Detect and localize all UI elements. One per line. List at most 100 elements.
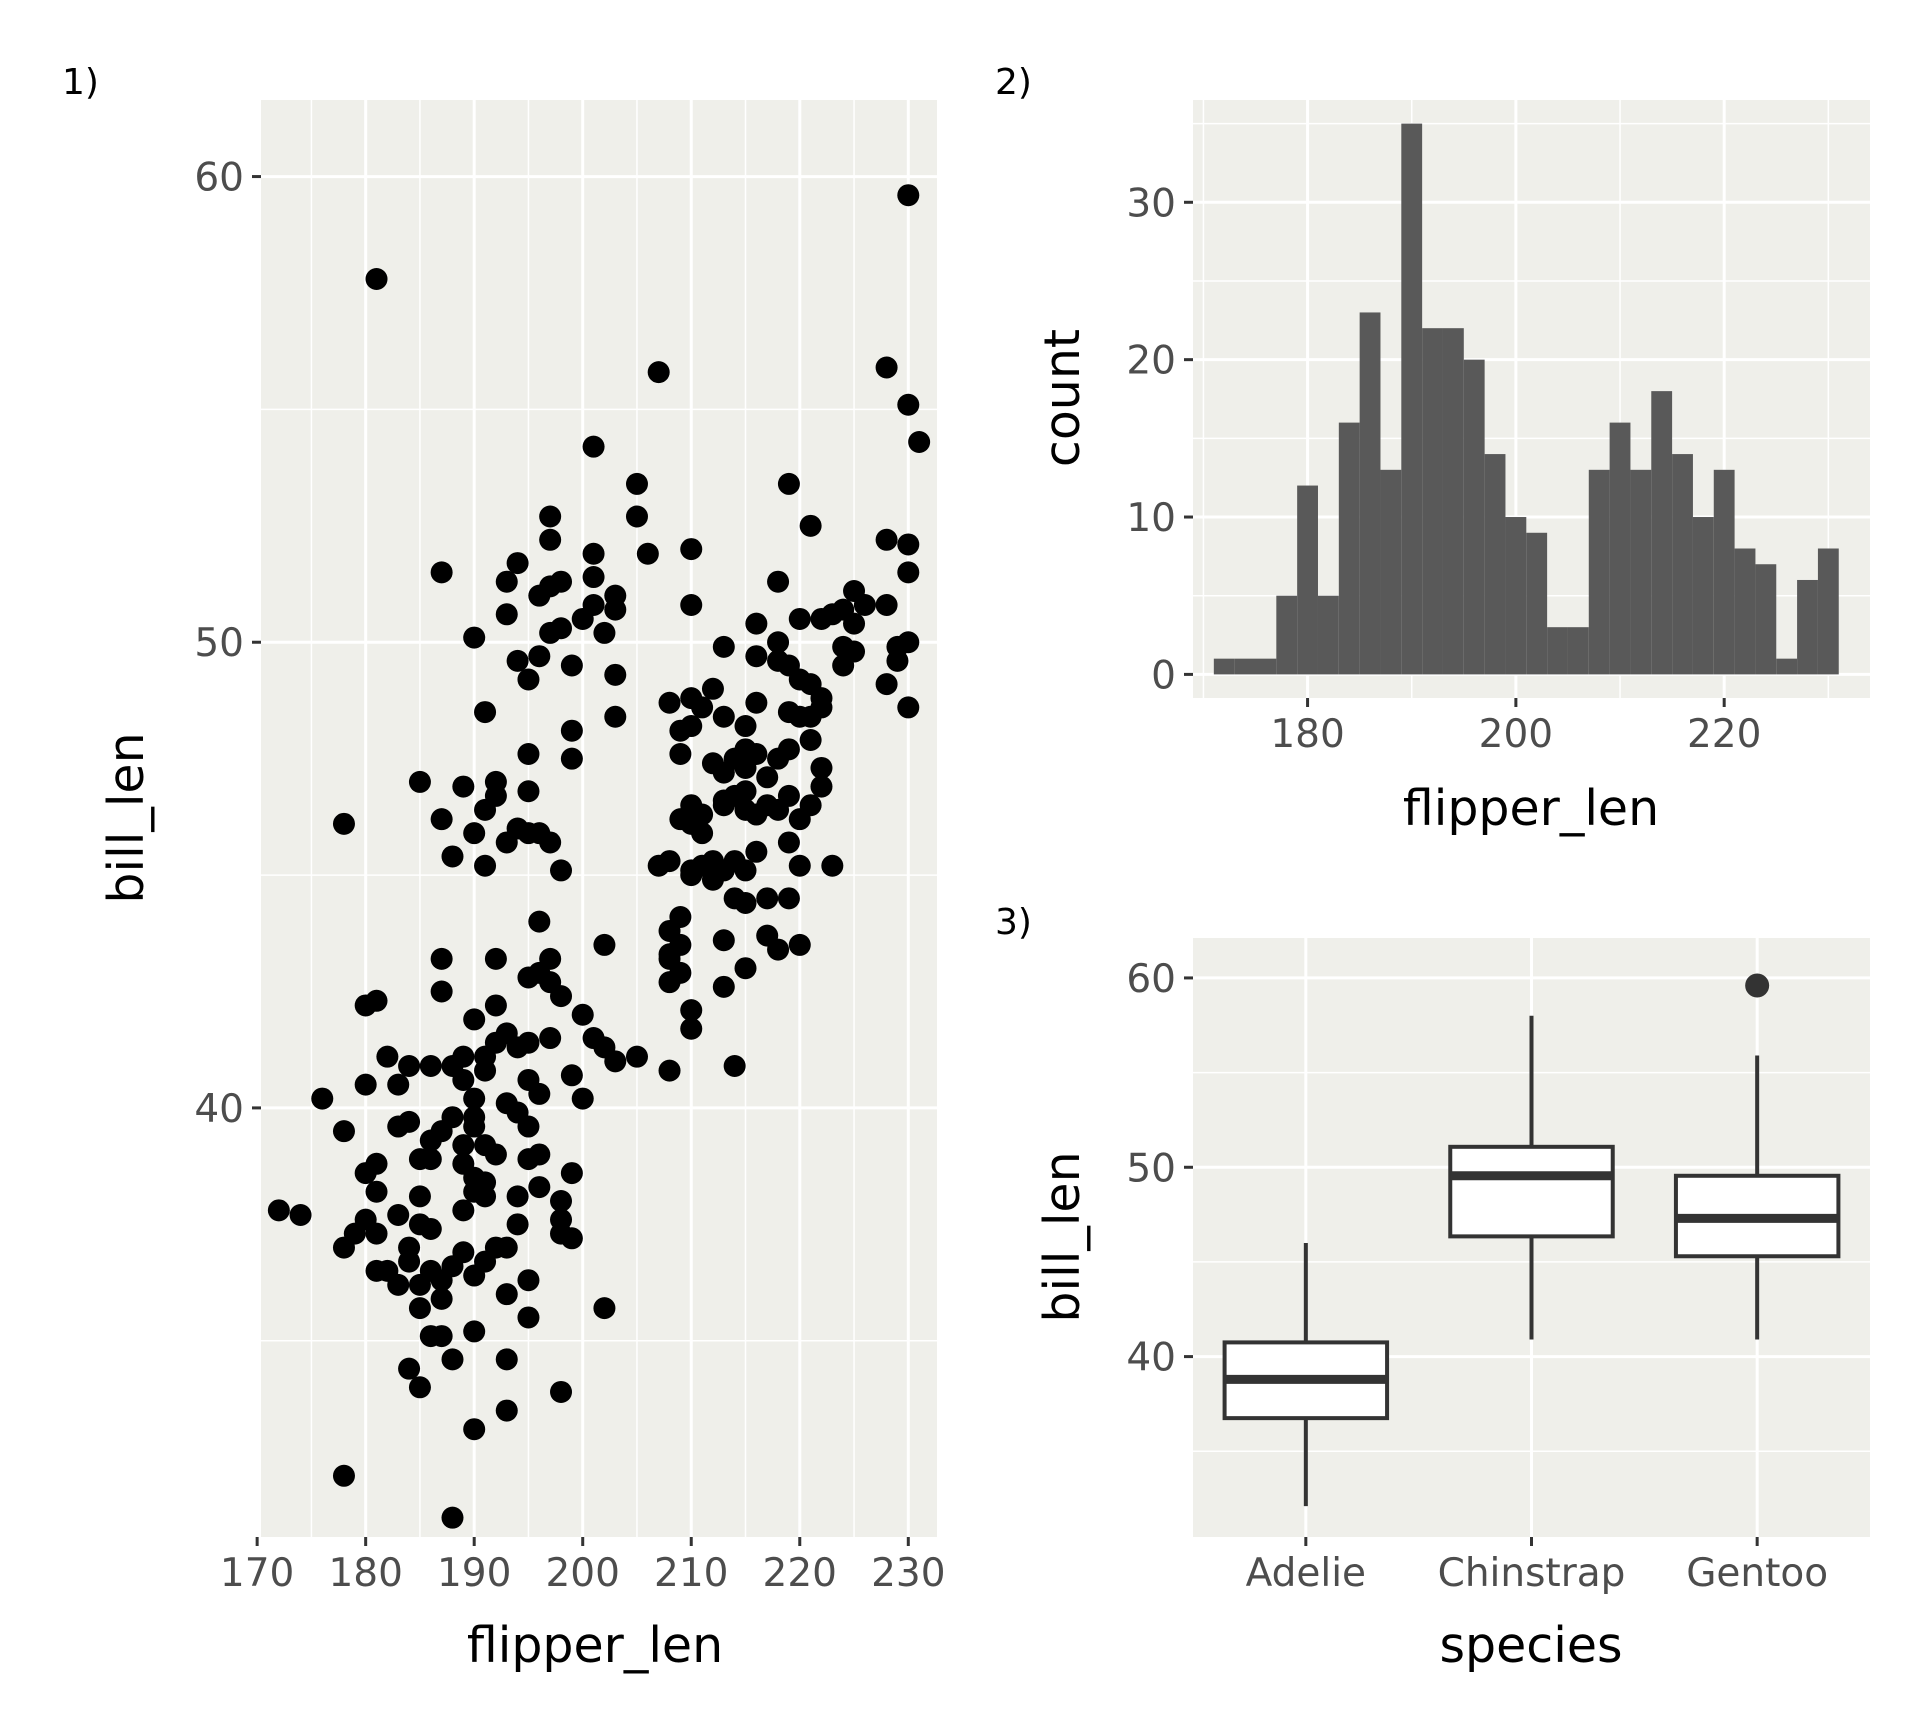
scatter-point [430,808,453,831]
scatter-point [767,570,790,593]
histogram-bar [1484,454,1506,675]
histogram-y-axis-title: count [1034,329,1091,467]
histogram-bar [1505,517,1527,675]
scatter-point [560,1162,583,1185]
boxplot-x-tick-label: Adelie [1246,1551,1366,1596]
scatter-point [680,1017,703,1040]
scatter-point [756,766,779,789]
scatter-point [419,1217,442,1240]
scatter-point [441,845,464,868]
scatter-point [419,1054,442,1077]
scatter-panel: 1) flipper_len bill_len 170 180 190 200 210 2… [62,62,946,1674]
scatter-point [517,742,540,765]
histogram-bar [1817,548,1839,675]
scatter-point [691,822,714,845]
scatter-point [528,1082,551,1105]
scatter-point [625,505,648,528]
scatter-point [767,938,790,961]
scatter-point [788,854,811,877]
histogram-bar [1297,485,1318,675]
scatter-point [680,593,703,616]
scatter-point [430,1287,453,1310]
scatter-point [908,430,931,453]
scatter-point [539,947,562,970]
histogram-bar [1547,627,1568,675]
scatter-point [897,631,920,654]
histogram-bar [1588,469,1610,675]
scatter-point [517,1031,540,1054]
scatter-point [463,1008,486,1031]
scatter-point [398,1054,421,1077]
scatter-point [452,1199,475,1222]
scatter-point [680,538,703,561]
histogram-bar [1213,658,1235,675]
scatter-point [365,1152,388,1175]
scatter-point [582,566,605,589]
scatter-x-tick-label: 220 [763,1551,837,1596]
scatter-point [484,1143,507,1166]
scatter-point [517,780,540,803]
scatter-point [745,645,768,668]
scatter-point [354,1073,377,1096]
scatter-point [474,1059,497,1082]
scatter-point [332,1464,355,1487]
histogram-x-axis-title: flipper_len [1403,780,1659,837]
boxplot-panel: 3) species bill_len Adelie Chinstrap Gento… [995,902,1870,1674]
scatter-point [582,435,605,458]
scatter-point [788,933,811,956]
scatter-x-tick-label: 210 [654,1551,728,1596]
scatter-point [658,850,681,873]
scatter-point [636,542,659,565]
boxplot-y-tick-label: 40 [1126,1336,1176,1381]
scatter-point [550,570,573,593]
scatter-point [669,961,692,984]
scatter-x-tick-label: 170 [220,1551,294,1596]
scatter-point [550,1380,573,1403]
scatter-y-axis-title: bill_len [98,732,155,903]
scatter-point [430,561,453,584]
scatter-point [387,1273,410,1296]
histogram-bar [1359,312,1381,675]
scatter-point [843,640,866,663]
scatter-point [474,854,497,877]
scatter-point [452,1134,475,1157]
scatter-point [452,775,475,798]
histogram-bar [1255,658,1277,675]
histogram-bar [1422,328,1443,675]
scatter-x-tick-label: 190 [437,1551,511,1596]
scatter-point [463,626,486,649]
scatter-point [810,775,833,798]
scatter-point [571,1003,594,1026]
scatter-point [528,910,551,933]
scatter-point [604,1050,627,1073]
scatter-point [604,705,627,728]
scatter-point [745,612,768,635]
scatter-point [517,1306,540,1329]
scatter-point [745,840,768,863]
scatter-point [463,1106,486,1129]
scatter-point [289,1204,312,1227]
scatter-point [365,268,388,291]
scatter-point [506,649,529,672]
scatter-point [875,593,898,616]
histogram-bar [1755,564,1777,675]
scatter-point [745,691,768,714]
scatter-point [723,1054,746,1077]
scatter-point [495,1348,518,1371]
histogram-bar [1526,532,1548,675]
scatter-point [897,533,920,556]
histogram-bar [1567,627,1589,675]
scatter-y-tick-label: 40 [194,1087,244,1132]
scatter-point [506,1213,529,1236]
scatter-point [799,514,822,537]
scatter-point [463,1418,486,1441]
histogram-bar [1442,328,1464,675]
scatter-point [484,947,507,970]
scatter-point [408,1185,431,1208]
scatter-point [604,663,627,686]
scatter-point [875,528,898,551]
scatter-x-tick-label: 180 [328,1551,402,1596]
scatter-point [517,668,540,691]
scatter-point [712,975,735,998]
scatter-point [734,892,757,915]
